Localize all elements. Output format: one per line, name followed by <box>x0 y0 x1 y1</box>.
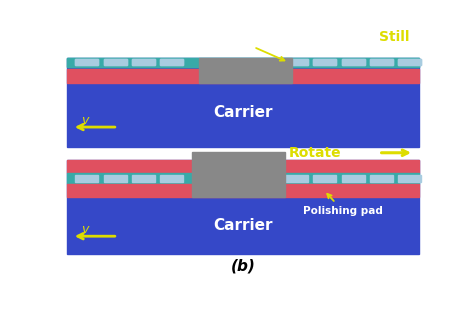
Bar <box>66 69 419 83</box>
Bar <box>257 175 280 182</box>
Text: Rotate: Rotate <box>289 146 341 160</box>
Text: Polishing pad: Polishing pad <box>303 194 383 216</box>
Bar <box>313 60 337 66</box>
Bar <box>192 152 285 197</box>
Bar <box>66 58 419 67</box>
Bar <box>313 175 337 182</box>
Bar <box>342 60 365 66</box>
Bar <box>398 60 421 66</box>
Bar <box>313 60 337 66</box>
Bar <box>370 60 393 66</box>
Bar <box>104 60 127 66</box>
Text: $v$: $v$ <box>81 223 90 236</box>
Bar <box>66 160 419 254</box>
Bar <box>398 175 421 182</box>
Text: (b): (b) <box>230 259 255 274</box>
Bar <box>199 58 292 83</box>
Bar <box>132 60 155 66</box>
Text: (a): (a) <box>231 152 255 168</box>
Bar <box>160 60 183 66</box>
Bar <box>75 60 98 66</box>
Bar <box>342 175 365 182</box>
Bar <box>75 175 98 182</box>
Text: Carrier: Carrier <box>213 105 273 120</box>
Text: $v$: $v$ <box>81 114 90 127</box>
Bar <box>132 175 155 182</box>
Bar <box>66 58 419 147</box>
Text: Still: Still <box>379 30 410 44</box>
Bar <box>66 173 419 184</box>
Bar <box>75 60 98 66</box>
Bar <box>66 160 419 173</box>
Bar <box>285 60 308 66</box>
Bar <box>160 175 183 182</box>
Bar <box>398 60 421 66</box>
Bar <box>104 60 127 66</box>
Text: Carrier: Carrier <box>213 218 273 233</box>
Bar <box>66 184 419 197</box>
Bar <box>66 58 419 67</box>
Bar <box>285 60 308 66</box>
Bar <box>370 60 393 66</box>
Bar <box>257 60 280 66</box>
Bar <box>160 60 183 66</box>
Bar <box>132 60 155 66</box>
Text: Sapphire: Sapphire <box>210 34 284 61</box>
Bar <box>104 175 127 182</box>
Bar <box>370 175 393 182</box>
Bar <box>257 60 280 66</box>
Bar <box>342 60 365 66</box>
Bar <box>285 175 308 182</box>
